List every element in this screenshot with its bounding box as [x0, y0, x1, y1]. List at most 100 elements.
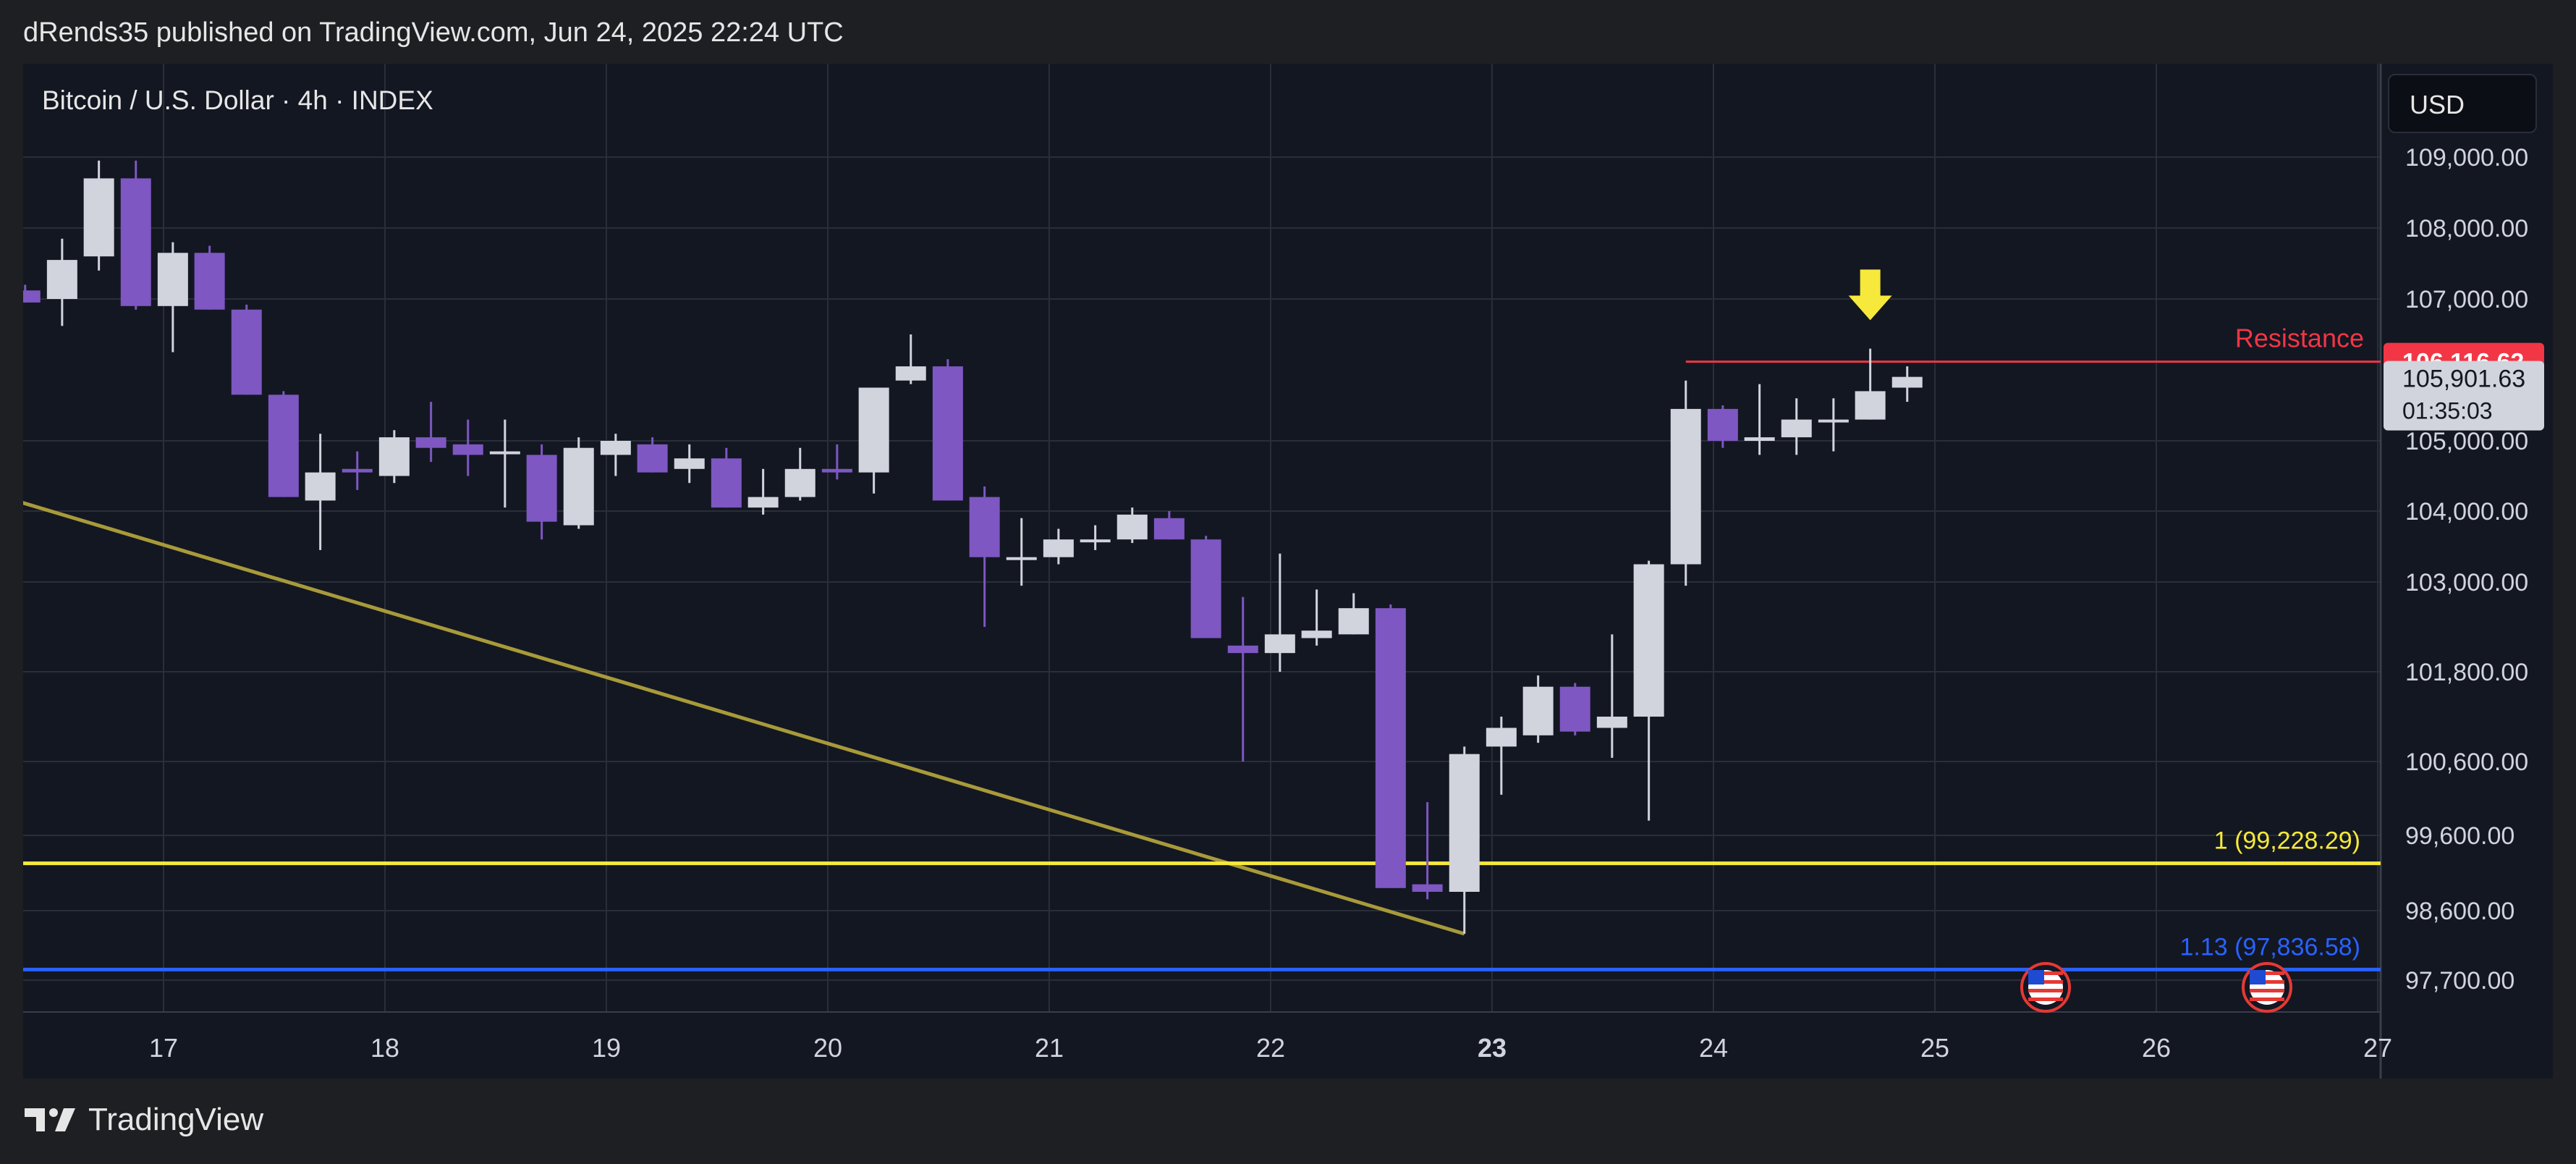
- flag-stripe: [2028, 989, 2063, 992]
- candle-body[interactable]: [674, 458, 705, 469]
- candle-body[interactable]: [1264, 634, 1295, 654]
- candle-body[interactable]: [711, 458, 742, 508]
- descending-trendline[interactable]: [23, 497, 1465, 936]
- candle-body[interactable]: [1855, 391, 1886, 420]
- flag-canton: [2028, 970, 2044, 984]
- candle-body[interactable]: [1190, 539, 1221, 638]
- time-axis-label: 20: [813, 1033, 842, 1063]
- down-arrow-icon[interactable]: [1848, 269, 1892, 321]
- fib-level-label: 1 (99,228.29): [2214, 827, 2360, 855]
- candlestick-chart[interactable]: 1 (99,228.29) 1.13 (97,836.58) Resistance 1…: [23, 64, 2553, 1079]
- candle-body[interactable]: [526, 455, 557, 522]
- price-axis-label: 103,000.00: [2405, 569, 2528, 596]
- price-axis-label: 99,600.00: [2405, 822, 2514, 850]
- price-axis-label: 107,000.00: [2405, 286, 2528, 313]
- candle-body[interactable]: [1301, 630, 1332, 638]
- candle-body[interactable]: [1891, 376, 1923, 388]
- candle-body[interactable]: [969, 497, 1000, 557]
- candle-body[interactable]: [637, 444, 668, 473]
- candle-body[interactable]: [1117, 514, 1148, 540]
- countdown-label: 01:35:03: [2402, 398, 2493, 424]
- candle-body[interactable]: [378, 437, 410, 476]
- price-axis-label: 98,600.00: [2405, 898, 2514, 925]
- candle-body[interactable]: [1781, 419, 1812, 438]
- last-price-tag[interactable]: [2384, 360, 2544, 431]
- time-axis-label: 19: [592, 1033, 621, 1063]
- candle-body[interactable]: [452, 444, 483, 455]
- candle-body[interactable]: [1043, 539, 1074, 557]
- tradingview-brand: TradingView: [88, 1102, 264, 1137]
- time-axis-label: 23: [1478, 1033, 1507, 1063]
- flag-stripe: [2250, 980, 2284, 984]
- currency-button[interactable]: USD: [2388, 74, 2537, 133]
- symbol-label[interactable]: Bitcoin / U.S. Dollar · 4h · INDEX: [42, 85, 433, 115]
- candle-body[interactable]: [120, 178, 151, 306]
- time-axis-label: 25: [1920, 1033, 1949, 1063]
- price-axis-label: 108,000.00: [2405, 215, 2528, 242]
- candle-body[interactable]: [821, 468, 852, 473]
- flag-stripe: [2250, 989, 2284, 992]
- candle-body[interactable]: [1670, 408, 1701, 565]
- tradingview-logo-icon: [25, 1108, 75, 1131]
- candle-body[interactable]: [600, 441, 631, 455]
- candle-body[interactable]: [747, 497, 779, 508]
- candle-body[interactable]: [1818, 419, 1849, 423]
- flag-canton: [2250, 970, 2266, 984]
- resistance-label: Resistance: [2235, 324, 2364, 353]
- time-axis-label: 17: [149, 1033, 178, 1063]
- price-axis-label: 100,600.00: [2405, 748, 2528, 776]
- time-axis-label: 18: [370, 1033, 399, 1063]
- candle-body[interactable]: [1080, 539, 1111, 543]
- flag-stripe: [2250, 998, 2284, 1001]
- candle-body[interactable]: [1522, 686, 1554, 735]
- candle-body[interactable]: [1227, 645, 1258, 654]
- candle-body[interactable]: [157, 253, 188, 306]
- candle-body[interactable]: [194, 253, 225, 310]
- chart-panel[interactable]: 1 (99,228.29) 1.13 (97,836.58) Resistance 1…: [23, 64, 2553, 1079]
- candle-body[interactable]: [23, 290, 41, 303]
- candle-body[interactable]: [1633, 564, 1664, 717]
- time-axis-label: 27: [2363, 1033, 2392, 1063]
- time-axis-label: 22: [1256, 1033, 1285, 1063]
- candle-body[interactable]: [342, 468, 373, 473]
- candle-body[interactable]: [1375, 608, 1406, 888]
- candle-body[interactable]: [1559, 686, 1590, 732]
- candle-body[interactable]: [1449, 754, 1480, 892]
- candle-body[interactable]: [1596, 717, 1627, 728]
- candle-body[interactable]: [489, 451, 520, 455]
- flag-stripe: [2028, 998, 2063, 1001]
- time-axis-label: 21: [1035, 1033, 1064, 1063]
- time-axis-label: 24: [1699, 1033, 1728, 1063]
- candle-body[interactable]: [83, 178, 114, 257]
- candle-body[interactable]: [1486, 728, 1517, 747]
- candle-body[interactable]: [46, 260, 77, 299]
- price-axis-label: 101,800.00: [2405, 659, 2528, 686]
- candle-body[interactable]: [1744, 437, 1775, 441]
- candle-body[interactable]: [563, 447, 594, 526]
- candle-body[interactable]: [1412, 884, 1443, 892]
- flag-stripe: [2250, 971, 2284, 975]
- candle-body[interactable]: [858, 387, 889, 473]
- time-axis-label: 26: [2142, 1033, 2171, 1063]
- candle-body[interactable]: [1153, 518, 1185, 540]
- candle-body[interactable]: [1707, 408, 1738, 441]
- publisher-header: dRends35 published on TradingView.com, J…: [23, 17, 844, 48]
- fib-level-label: 1.13 (97,836.58): [2179, 933, 2360, 961]
- candle-body[interactable]: [231, 309, 262, 395]
- price-axis-label: 104,000.00: [2405, 498, 2528, 526]
- flag-stripe: [2028, 971, 2063, 975]
- candle-body[interactable]: [305, 472, 336, 501]
- flag-stripe: [2028, 980, 2063, 984]
- candle-body[interactable]: [1006, 557, 1037, 560]
- tradingview-footer[interactable]: TradingView: [23, 1102, 263, 1138]
- price-axis-label: 109,000.00: [2405, 144, 2528, 172]
- candle-body[interactable]: [415, 437, 446, 448]
- candle-body[interactable]: [268, 395, 299, 497]
- price-axis-label: 105,000.00: [2405, 428, 2528, 455]
- last-price-label: 105,901.63: [2402, 366, 2525, 393]
- price-axis-label: 97,700.00: [2405, 967, 2514, 995]
- candle-body[interactable]: [1338, 608, 1369, 635]
- candle-body[interactable]: [932, 366, 963, 501]
- candle-body[interactable]: [784, 468, 815, 497]
- candle-body[interactable]: [895, 366, 926, 381]
